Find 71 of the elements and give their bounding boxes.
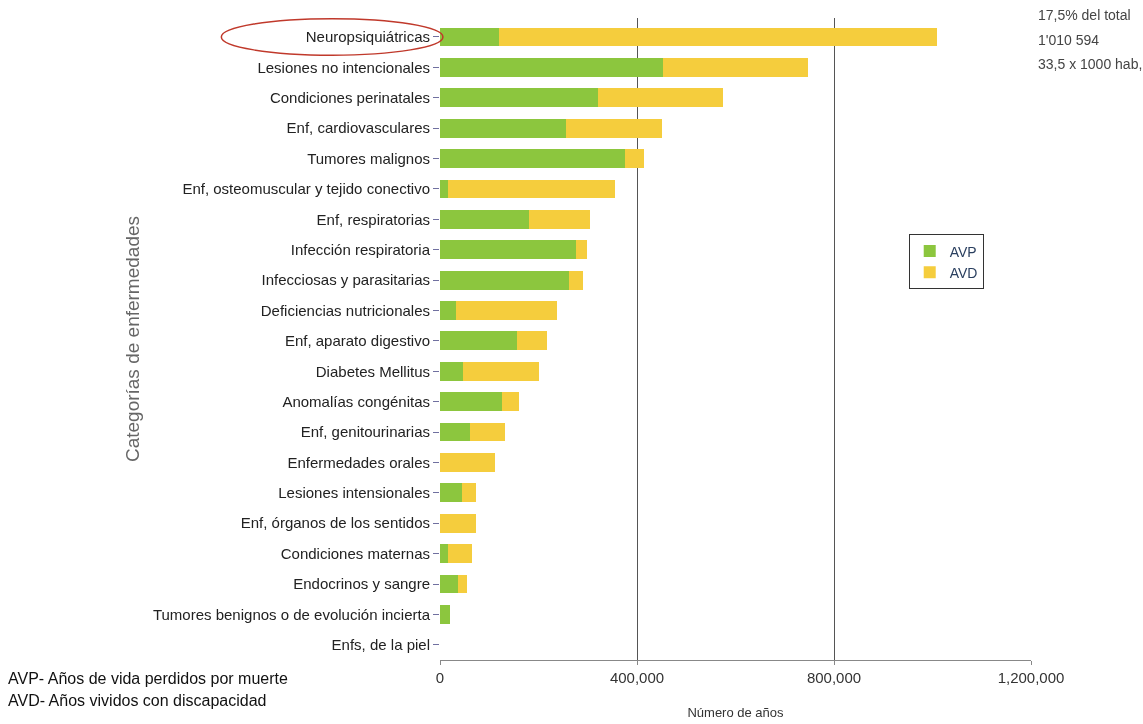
text: AVP- Años de vida perdidos por muerte <box>8 670 288 687</box>
y-tick-label: Diabetes Mellitus <box>315 362 430 380</box>
bar <box>440 209 529 229</box>
bar <box>440 240 577 260</box>
x-tick-label: 800,000 <box>806 669 862 686</box>
y-tick-label: Deficiencias nutricionales <box>260 301 430 319</box>
y-tick-label: Enfs, de la piel <box>331 636 430 654</box>
bar <box>440 361 463 381</box>
y-tick-label: Infecciosas y parasitarias <box>261 271 430 289</box>
bar <box>440 270 569 290</box>
bar <box>440 57 663 77</box>
y-tick-label: Enf, respiratorias <box>316 210 430 228</box>
bar <box>462 361 540 381</box>
bar <box>440 422 471 442</box>
bar <box>470 422 505 442</box>
bar <box>440 301 456 320</box>
bar <box>440 118 566 138</box>
x-tick-label: 400,000 <box>609 669 665 686</box>
bar <box>568 270 584 290</box>
bar <box>455 301 558 320</box>
y-tick-label: Enf, aparato digestivo <box>284 332 430 350</box>
bar <box>499 27 938 47</box>
legend-label: AVP <box>949 243 977 260</box>
y-tick-label: Condiciones maternas <box>280 544 430 562</box>
bar <box>440 392 502 412</box>
bar <box>516 331 548 351</box>
y-tick-label: Infección respiratoria <box>290 240 431 258</box>
text: 17,5% del total <box>1038 7 1131 23</box>
y-tick-label: Anomalías congénitas <box>282 392 430 410</box>
text: AVD- Años vividos con discapacidad <box>8 692 267 709</box>
bar <box>662 57 808 77</box>
y-tick-label: Enf, osteomuscular y tejido conectivo <box>182 180 430 198</box>
bar <box>440 331 517 351</box>
bar <box>457 574 468 594</box>
y-tick-label: Enfermedades orales <box>287 453 430 471</box>
text: 33,5 x 1000 hab, <box>1038 56 1143 72</box>
y-tick-label: Tumores malignos <box>307 149 430 167</box>
bar <box>440 88 599 108</box>
bar <box>440 149 626 168</box>
legend-label: AVD <box>949 264 978 281</box>
bar <box>447 179 616 199</box>
text: 1'010 594 <box>1038 32 1100 48</box>
y-tick-label: Enf, órganos de los sentidos <box>240 514 430 532</box>
x-tick-label: 1,200,000 <box>997 669 1065 686</box>
y-tick-label: Tumores benignos o de evolución incierta <box>152 605 431 623</box>
bar <box>440 513 476 533</box>
bar <box>440 483 462 503</box>
bar <box>565 118 662 138</box>
bar <box>440 574 458 594</box>
bar <box>501 392 519 412</box>
bar <box>625 149 644 168</box>
x-axis-title: Número de años <box>687 704 785 720</box>
bar <box>461 483 476 503</box>
bar <box>440 27 500 47</box>
y-tick-label: Enf, cardiovasculares <box>286 119 430 137</box>
bar <box>440 179 448 199</box>
bar <box>598 88 723 108</box>
x-tick-label: 0 <box>435 669 445 686</box>
bar <box>447 544 473 564</box>
bar <box>440 453 495 472</box>
y-axis-title: Categorías de enfermedades <box>121 215 143 463</box>
bar <box>576 240 588 260</box>
y-tick-label: Neuropsiquiátricas <box>305 28 430 46</box>
y-tick-label: Lesiones no intencionales <box>257 58 430 76</box>
y-tick-label: Condiciones perinatales <box>269 89 430 107</box>
bar <box>440 544 448 564</box>
y-tick-label: Lesiones intensionales <box>278 484 430 502</box>
bar <box>528 209 591 229</box>
y-tick-label: Enf, genitourinarias <box>300 423 430 441</box>
y-tick-label: Endocrinos y sangre <box>293 575 430 593</box>
bar <box>440 604 450 624</box>
